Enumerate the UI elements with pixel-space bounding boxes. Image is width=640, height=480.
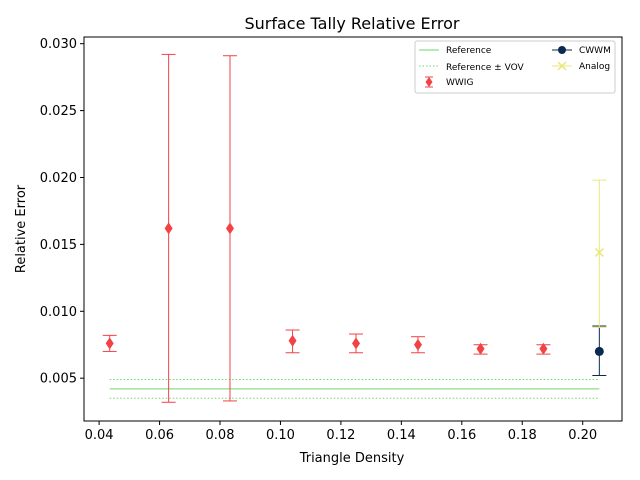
- x-tick-label: 0.12: [326, 428, 355, 443]
- y-tick-label: 0.025: [40, 104, 77, 119]
- wwig-marker: [105, 337, 114, 350]
- analog-point: [592, 179, 607, 328]
- x-tick-label: 0.14: [387, 428, 416, 443]
- legend-reference-label: Reference: [446, 46, 492, 56]
- ticks-layer: 0.04 0.06 0.08 0.10 0.12 0.14 0.16 0.18 0.20 0.00…: [40, 37, 597, 443]
- x-tick-label: 0.20: [568, 428, 597, 443]
- wwig-marker: [352, 337, 361, 350]
- wwig-point: [349, 333, 364, 354]
- y-tick-label: 0.030: [40, 37, 77, 52]
- wwig-marker: [288, 334, 297, 347]
- y-tick-label: 0.015: [40, 238, 77, 253]
- legend-box: [414, 40, 616, 94]
- reference-layer: [109, 379, 600, 399]
- x-tick-label: 0.16: [447, 428, 476, 443]
- wwig-point: [285, 329, 300, 354]
- y-axis-label: Relative Error: [14, 184, 29, 273]
- wwig-point: [410, 336, 425, 354]
- legend: Reference Reference ± VOV WWIG CWWM Anal…: [414, 40, 616, 94]
- wwig-point: [161, 53, 176, 403]
- wwig-marker: [225, 222, 234, 235]
- legend-reference-band-label: Reference ± VOV: [446, 63, 525, 73]
- chart-title: Surface Tally Relative Error: [244, 14, 459, 33]
- cwwm-marker: [594, 346, 604, 356]
- wwig-point: [473, 342, 488, 355]
- legend-analog-label: Analog: [579, 62, 610, 72]
- x-tick-label: 0.18: [508, 428, 537, 443]
- legend-cwwm-label: CWWM: [579, 46, 611, 56]
- series-layer: [102, 53, 607, 403]
- x-tick-label: 0.10: [266, 428, 295, 443]
- y-tick-label: 0.020: [40, 171, 77, 186]
- cwwm-point: [592, 325, 607, 377]
- analog-marker: [594, 247, 604, 257]
- wwig-point: [102, 334, 117, 352]
- wwig-marker: [539, 342, 548, 355]
- wwig-point: [536, 342, 551, 355]
- plot-frame: [83, 36, 623, 422]
- x-tick-label: 0.06: [145, 428, 174, 443]
- wwig-point: [222, 55, 237, 402]
- x-tick-label: 0.08: [206, 428, 235, 443]
- wwig-marker: [476, 342, 485, 355]
- y-tick-label: 0.010: [40, 305, 77, 320]
- wwig-marker: [164, 222, 173, 235]
- wwig-marker: [413, 338, 422, 351]
- legend-wwig-swatch: [425, 76, 433, 88]
- legend-wwig-label: WWIG: [446, 78, 473, 88]
- legend-analog-swatch: [552, 61, 572, 71]
- y-tick-label: 0.005: [40, 372, 77, 387]
- legend-cwwm-swatch: [552, 46, 572, 54]
- x-tick-label: 0.04: [85, 428, 114, 443]
- x-axis-label: Triangle Density: [299, 451, 405, 466]
